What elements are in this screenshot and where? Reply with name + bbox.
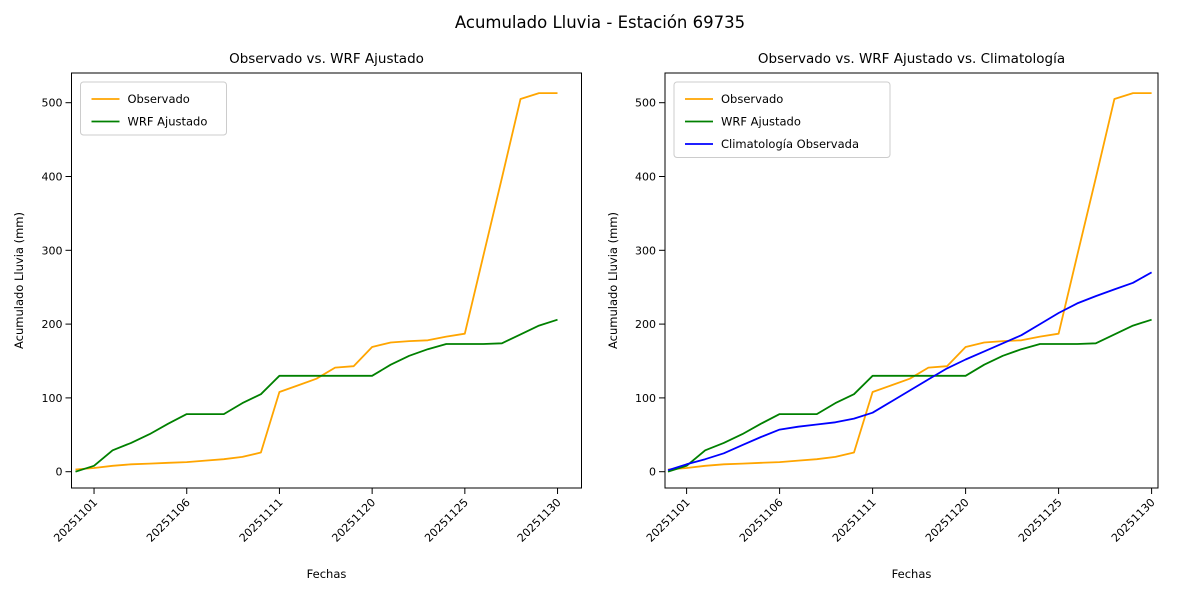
y-axis-label: Acumulado Lluvia (mm) [606,212,620,349]
subplot-title: Observado vs. WRF Ajustado [229,51,424,67]
x-tick-label: 20251106 [144,496,193,545]
y-tick-label: 500 [635,97,656,110]
y-axis-label: Acumulado Lluvia (mm) [12,212,26,349]
y-tick-label: 500 [42,97,63,110]
x-tick-label: 20251120 [923,496,972,545]
figure-title: Acumulado Lluvia - Estación 69735 [454,13,746,32]
legend-label: Observado [128,92,190,106]
subplot-title: Observado vs. WRF Ajustado vs. Climatolo… [758,51,1065,67]
legend-label: Observado [721,92,783,106]
y-tick-label: 100 [635,392,656,405]
series-line-climatolog-a-observada [667,271,1153,472]
x-tick-label: 20251101 [644,496,693,545]
x-tick-label: 20251120 [329,496,378,545]
x-axis-label: Fechas [307,567,347,581]
legend-box [673,81,891,158]
x-tick-label: 20251101 [51,496,100,545]
x-tick-label: 20251125 [422,496,471,545]
legend-label: WRF Ajustado [128,115,208,129]
y-tick-label: 100 [42,392,63,405]
x-tick-label: 20251111 [830,496,879,545]
y-tick-label: 200 [42,318,63,331]
y-tick-label: 400 [635,171,656,184]
y-tick-label: 0 [649,466,656,479]
series-line-wrf-ajustado [667,318,1152,473]
series-line-observado [75,92,558,471]
x-tick-label: 20251130 [1109,496,1158,545]
y-tick-label: 200 [635,318,656,331]
y-tick-label: 0 [56,466,63,479]
axes-frame [71,72,582,489]
x-axis-label: Fechas [892,567,932,581]
x-tick-label: 20251111 [237,496,286,545]
legend-label: Climatología Observada [721,137,859,151]
x-tick-label: 20251125 [1016,496,1065,545]
y-tick-label: 300 [635,244,656,257]
legend-label: WRF Ajustado [721,115,801,129]
y-tick-label: 300 [42,244,63,257]
series-line-observado [667,92,1152,471]
axes-frame [664,72,1159,489]
y-tick-label: 400 [42,171,63,184]
series-line-wrf-ajustado [75,318,558,473]
x-tick-label: 20251130 [515,496,564,545]
x-tick-label: 20251106 [737,496,786,545]
